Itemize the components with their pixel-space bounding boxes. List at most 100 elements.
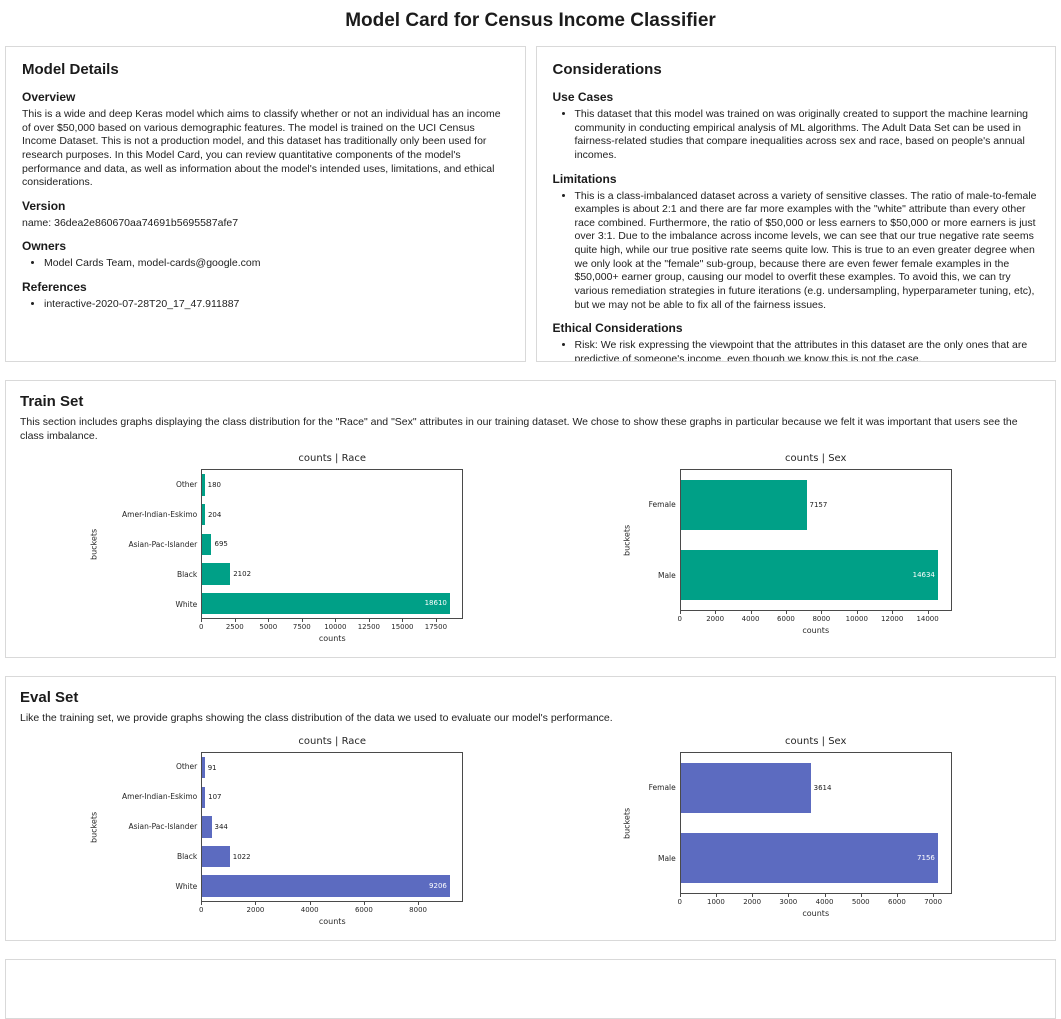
bar-row: 7157 bbox=[680, 470, 951, 540]
eval-set-card: Eval Set Like the training set, we provi… bbox=[5, 676, 1056, 941]
x-axis-label: counts bbox=[318, 916, 346, 926]
bar-white: 9206 bbox=[202, 875, 450, 897]
bar-row: 107 bbox=[202, 783, 462, 813]
chart-title: counts | Race bbox=[298, 735, 367, 747]
bar-value-label: 1022 bbox=[232, 852, 251, 861]
bar-white: 18610 bbox=[202, 592, 450, 615]
x-tick-mark bbox=[785, 611, 787, 615]
x-tick-label: 7500 bbox=[292, 623, 311, 632]
chart-body: buckets Female Male 7157 14634 0 2000 4000 6000 8… bbox=[620, 469, 952, 635]
x-tick-mark bbox=[255, 901, 257, 905]
considerations-card: Considerations Use Cases This dataset th… bbox=[535, 46, 1056, 362]
bar-value-label: 180 bbox=[207, 481, 222, 490]
bar-row: 91 bbox=[202, 753, 462, 783]
x-tick-label: 0 bbox=[677, 615, 682, 624]
y-tick-label: Male bbox=[657, 571, 676, 581]
references-heading: References bbox=[22, 280, 87, 295]
y-category-labels: Female Male bbox=[634, 469, 680, 611]
limitation-item: This is a class-imbalanced dataset acros… bbox=[575, 190, 1040, 313]
eval-race-chart-slot: counts | Race buckets Other Amer-Indian-Esk… bbox=[20, 736, 531, 926]
train-set-charts-row: counts | Race buckets Other Amer-Indian-Esk… bbox=[20, 453, 1041, 643]
bar-value-label: 18610 bbox=[424, 599, 447, 608]
bar-row: 1022 bbox=[202, 842, 462, 872]
bar-other bbox=[202, 474, 205, 496]
y-tick-label: Female bbox=[648, 782, 676, 792]
x-tick-label: 2500 bbox=[225, 623, 244, 632]
overview-heading: Overview bbox=[22, 90, 76, 104]
x-tick-label: 4000 bbox=[815, 897, 834, 906]
x-tick-label: 6000 bbox=[888, 897, 906, 906]
x-tick-label: 6000 bbox=[354, 905, 373, 914]
bar-row: 3614 bbox=[680, 753, 951, 823]
x-tick-mark bbox=[435, 619, 437, 623]
x-tick-label: 8000 bbox=[409, 905, 427, 914]
x-tick-mark bbox=[201, 619, 203, 623]
x-tick-mark bbox=[301, 619, 303, 623]
x-tick-mark bbox=[933, 893, 935, 897]
x-tick-label: 1000 bbox=[707, 897, 725, 906]
x-axis-ticks: 0 1000 2000 3000 4000 5000 6000 7000 bbox=[677, 893, 952, 908]
eval-set-title: Eval Set bbox=[20, 689, 79, 707]
eval-race-chart: counts | Race buckets Other Amer-Indian-Esk… bbox=[87, 735, 464, 926]
y-axis-label: buckets bbox=[89, 528, 99, 560]
x-tick-mark bbox=[856, 611, 858, 615]
x-tick-label: 4000 bbox=[741, 615, 760, 624]
x-tick-mark bbox=[927, 611, 929, 615]
bar-asian-pac-islander bbox=[202, 816, 212, 838]
bar-row: 7156 bbox=[680, 823, 951, 893]
bar-black bbox=[202, 845, 230, 868]
plot-column: 180 204 695 2102 18610 0 2500 5000 7500 10000 1250… bbox=[199, 469, 464, 643]
x-tick-label: 0 bbox=[677, 897, 682, 906]
bar-value-label: 204 bbox=[207, 510, 222, 519]
y-axis-label: buckets bbox=[89, 811, 99, 843]
x-tick-label: 3000 bbox=[779, 897, 798, 906]
x-tick-mark bbox=[788, 893, 790, 897]
plot-area: 180 204 695 2102 18610 bbox=[201, 469, 464, 620]
page-title: Model Card for Census Income Classifier bbox=[345, 10, 716, 31]
x-tick-label: 8000 bbox=[812, 615, 831, 624]
y-tick-label: Female bbox=[648, 500, 676, 510]
train-set-card: Train Set This section includes graphs d… bbox=[5, 380, 1056, 659]
x-tick-mark bbox=[309, 901, 311, 905]
x-tick-label: 0 bbox=[199, 905, 204, 914]
bar-asian-pac-islander bbox=[202, 533, 212, 555]
train-sex-chart-slot: counts | Sex buckets Female Male 7157 14634 0 2… bbox=[531, 453, 1042, 643]
y-tick-label: Black bbox=[176, 852, 198, 862]
train-set-description: This section includes graphs displaying … bbox=[20, 416, 1018, 442]
x-tick-mark bbox=[750, 611, 752, 615]
bar-value-label: 107 bbox=[208, 793, 222, 802]
y-category-labels: Other Amer-Indian-Eskimo Asian-Pac-Islande… bbox=[101, 469, 201, 619]
bar-female bbox=[680, 762, 811, 814]
bar-amer-indian-eskimo bbox=[202, 786, 206, 808]
x-tick-mark bbox=[402, 619, 404, 623]
y-category-labels: Female Male bbox=[634, 752, 680, 894]
x-axis-ticks: 0 2500 5000 7500 10000 12500 15000 17500 bbox=[199, 619, 463, 633]
owner-item: Model Cards Team, model-cards@google.com bbox=[44, 257, 509, 271]
x-tick-mark bbox=[752, 893, 754, 897]
chart-body: buckets Other Amer-Indian-Eskimo Asian-Pac-… bbox=[87, 751, 464, 926]
use-cases-heading: Use Cases bbox=[552, 90, 614, 104]
x-tick-label: 17500 bbox=[424, 623, 448, 632]
y-tick-label: White bbox=[175, 882, 198, 892]
x-tick-label: 5000 bbox=[259, 623, 278, 632]
eval-sex-chart: counts | Sex buckets Female Male 3614 7156 0 10… bbox=[620, 736, 952, 926]
owners-list: Model Cards Team, model-cards@google.com bbox=[22, 257, 509, 271]
x-tick-label: 2000 bbox=[246, 905, 265, 914]
plot-column: 7157 14634 0 2000 4000 6000 8000 10000 12000 1400… bbox=[677, 469, 952, 635]
y-tick-label: Black bbox=[176, 569, 198, 579]
bar-row: 204 bbox=[202, 500, 462, 530]
x-tick-label: 2000 bbox=[706, 615, 725, 624]
bar-row: 9206 bbox=[202, 871, 462, 901]
bar-value-label: 695 bbox=[214, 540, 228, 549]
use-cases-list: This dataset that this model was trained… bbox=[553, 108, 1040, 163]
model-card-page: Model Card for Census Income Classifier … bbox=[0, 10, 1061, 1019]
x-tick-label: 12000 bbox=[881, 615, 904, 624]
x-tick-label: 7000 bbox=[924, 897, 943, 906]
bar-amer-indian-eskimo bbox=[202, 504, 205, 526]
x-axis-ticks: 0 2000 4000 6000 8000 10000 12000 14000 bbox=[677, 611, 952, 625]
y-axis-label: buckets bbox=[622, 807, 632, 839]
plot-area: 91 107 344 1022 9206 bbox=[201, 751, 464, 902]
x-tick-mark bbox=[892, 611, 894, 615]
x-tick-label: 4000 bbox=[300, 905, 319, 914]
limitations-list: This is a class-imbalanced dataset acros… bbox=[553, 190, 1040, 313]
